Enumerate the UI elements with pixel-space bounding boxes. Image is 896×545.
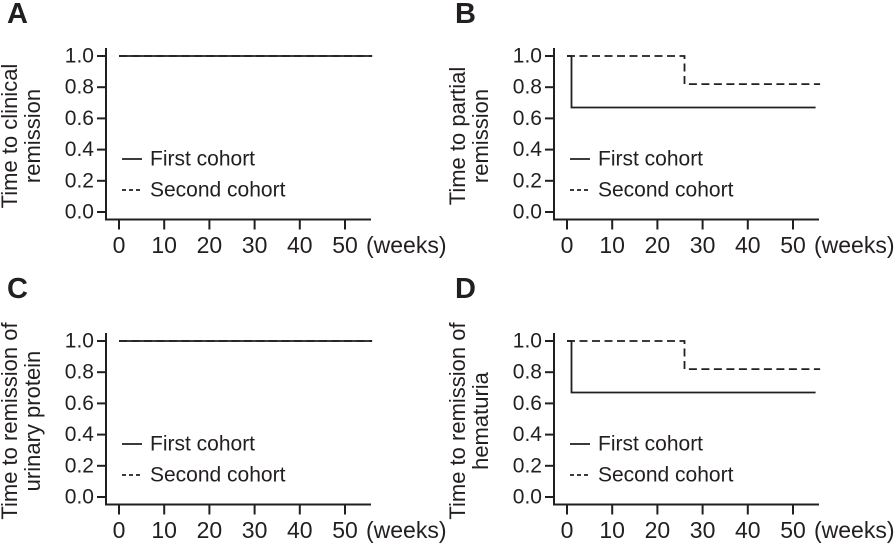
x-axis-unit-label: (weeks) (814, 517, 895, 543)
y-tick-label: 0.0 (65, 201, 94, 224)
x-axis-unit-label: (weeks) (814, 232, 895, 258)
series-line-second-cohort (567, 55, 821, 85)
y-tick-label: 0.0 (513, 201, 542, 224)
y-tick-label: 1.0 (65, 45, 94, 68)
x-tick-label: 30 (242, 232, 268, 258)
legend-label: First cohort (150, 433, 255, 456)
y-tick-label: 0.2 (65, 454, 94, 477)
y-tick-label: 0.2 (513, 169, 542, 192)
panel-d-letter: D (455, 273, 476, 305)
series-line-first-cohort (567, 340, 816, 394)
legend-label: Second cohort (150, 464, 286, 487)
y-tick-label: 0.6 (65, 392, 94, 415)
panel-c-plot: 0.0 0.2 0.4 0.6 0.8 1.0 0 10 20 30 40 50 (weeks) Firs… (65, 330, 447, 544)
x-tick-label: 30 (242, 517, 268, 543)
series-line-second-cohort (567, 340, 821, 370)
y-tick-label: 0.0 (65, 486, 94, 509)
y-tick-label: 0.8 (65, 76, 94, 99)
x-tick-label: 50 (780, 232, 806, 258)
x-tick-label: 20 (645, 232, 671, 258)
x-tick-label: 0 (113, 232, 126, 258)
panel-c-letter: C (7, 273, 28, 305)
y-tick-label: 0.4 (513, 138, 543, 161)
x-tick-label: 10 (599, 232, 625, 258)
x-tick-label: 20 (197, 517, 223, 543)
y-tick-label: 0.8 (513, 76, 542, 99)
legend-label: Second cohort (150, 179, 286, 202)
y-tick-label: 0.8 (65, 361, 94, 384)
x-tick-label: 0 (113, 517, 126, 543)
y-tick-label: 1.0 (513, 330, 542, 353)
x-tick-label: 0 (561, 517, 574, 543)
x-tick-label: 40 (735, 517, 761, 543)
y-tick-label: 0.4 (513, 423, 543, 446)
x-tick-label: 40 (287, 517, 313, 543)
x-tick-label: 20 (645, 517, 671, 543)
panel-a-plot: 0.0 0.2 0.4 0.6 0.8 1.0 0 10 20 30 40 50 (weeks) Firs… (65, 45, 447, 259)
panel-a: A Time to clinical remission 0.0 0.2 0.4 0.… (0, 0, 448, 273)
x-tick-label: 0 (561, 232, 574, 258)
panel-d-plot: 0.0 0.2 0.4 0.6 0.8 1.0 0 10 20 30 40 50 (weeks) Firs… (513, 330, 895, 544)
x-axis-unit-label: (weeks) (366, 232, 447, 258)
panel-d: D Time to remission of hematuria 0.0 0.2 0… (445, 272, 896, 545)
x-axis-unit-label: (weeks) (366, 517, 447, 543)
y-tick-label: 0.4 (65, 423, 95, 446)
y-tick-label: 0.0 (513, 486, 542, 509)
panel-b-letter: B (455, 0, 476, 30)
y-tick-label: 0.2 (65, 169, 94, 192)
y-tick-label: 1.0 (513, 45, 542, 68)
legend-label: Second cohort (598, 464, 734, 487)
y-tick-label: 0.2 (513, 454, 542, 477)
panel-c: C Time to remission of urinary protein 0… (0, 272, 448, 545)
y-tick-label: 0.8 (513, 361, 542, 384)
legend-label: First cohort (150, 148, 255, 171)
y-tick-label: 0.6 (513, 107, 542, 130)
y-tick-label: 0.4 (65, 138, 95, 161)
x-tick-label: 30 (690, 232, 716, 258)
y-tick-label: 0.6 (65, 107, 94, 130)
x-tick-label: 30 (690, 517, 716, 543)
x-tick-label: 10 (151, 517, 177, 543)
x-tick-label: 50 (780, 517, 806, 543)
y-tick-label: 1.0 (65, 330, 94, 353)
x-tick-label: 40 (735, 232, 761, 258)
series-line-first-cohort (567, 55, 816, 109)
x-tick-label: 50 (332, 232, 358, 258)
x-tick-label: 50 (332, 517, 358, 543)
panel-b: B Time to partial remission 0.0 0.2 0.4 0.6… (445, 0, 896, 273)
x-tick-label: 10 (151, 232, 177, 258)
x-tick-label: 20 (197, 232, 223, 258)
panel-a-letter: A (7, 0, 28, 30)
legend-label: Second cohort (598, 179, 734, 202)
legend-label: First cohort (598, 148, 703, 171)
panel-b-plot: 0.0 0.2 0.4 0.6 0.8 1.0 0 10 20 30 40 50 (weeks) Firs… (513, 45, 895, 259)
x-tick-label: 40 (287, 232, 313, 258)
legend-label: First cohort (598, 433, 703, 456)
x-tick-label: 10 (599, 517, 625, 543)
y-tick-label: 0.6 (513, 392, 542, 415)
